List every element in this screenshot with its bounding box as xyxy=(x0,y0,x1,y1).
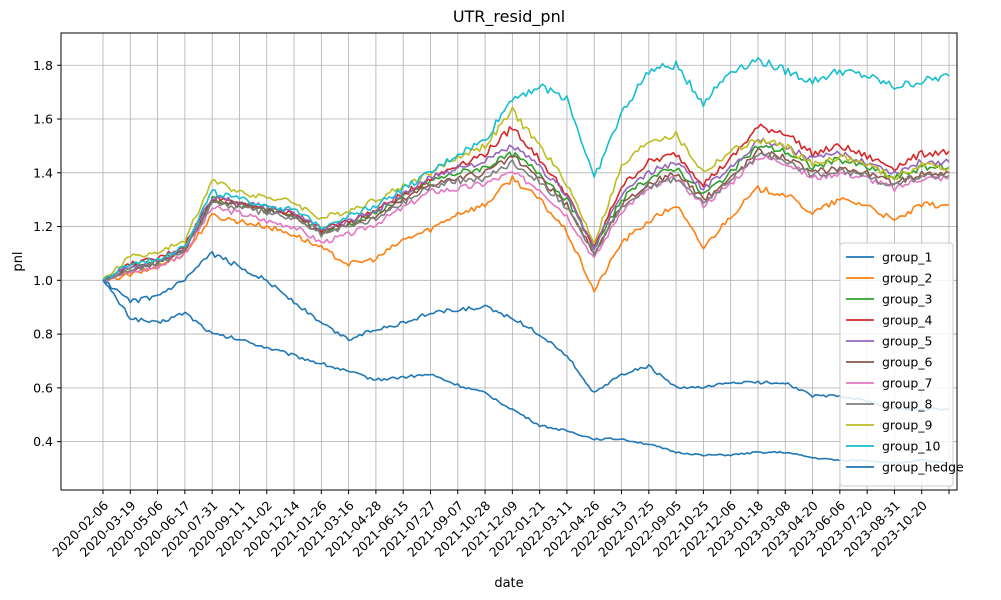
legend-label-group_6: group_6 xyxy=(882,355,933,370)
series-lines xyxy=(102,57,950,465)
legend: group_1 group_2 group_3 group_4 group_5group… xyxy=(839,242,964,487)
series-line-group_hedge xyxy=(102,250,950,412)
series-line-group_9 xyxy=(102,106,950,281)
legend-label-group_5: group_5 xyxy=(882,334,933,349)
plot-frame xyxy=(60,32,958,491)
y-tick-label: 1.6 xyxy=(33,112,53,127)
chart-title: UTR_resid_pnl xyxy=(453,7,565,27)
legend-label-group_3: group_3 xyxy=(882,292,933,307)
legend-label-group_4: group_4 xyxy=(882,313,933,328)
legend-label-group_7: group_7 xyxy=(882,376,933,391)
legend-label-group_10: group_10 xyxy=(882,439,941,454)
legend-label-group_8: group_8 xyxy=(882,397,933,412)
legend-label-group_9: group_9 xyxy=(882,418,933,433)
y-axis-title: pnl xyxy=(11,251,26,271)
y-tick-label: 1.4 xyxy=(33,165,53,180)
series-line-group_7 xyxy=(102,155,950,282)
series-line-group_1 xyxy=(102,279,950,465)
x-axis-title: date xyxy=(494,576,523,591)
legend-label-group_1: group_1 xyxy=(882,250,933,265)
y-tick-label: 0.4 xyxy=(33,434,53,449)
series-line-group_8 xyxy=(102,151,950,283)
y-axis: 0.4 0.6 0.8 1.0 1.2 1.4 1.6 1.8 xyxy=(33,58,61,449)
series-line-group_10 xyxy=(102,57,950,281)
y-tick-label: 0.6 xyxy=(33,380,53,395)
y-tick-label: 1.8 xyxy=(33,58,53,73)
legend-label-group_2: group_2 xyxy=(882,271,933,286)
series-line-group_2 xyxy=(102,175,950,293)
legend-label-group_hedge: group_hedge xyxy=(882,460,964,475)
y-tick-label: 1.0 xyxy=(33,273,53,288)
y-tick-label: 0.8 xyxy=(33,327,53,342)
series-line-group_6 xyxy=(102,148,950,282)
y-tick-label: 1.2 xyxy=(33,219,53,234)
